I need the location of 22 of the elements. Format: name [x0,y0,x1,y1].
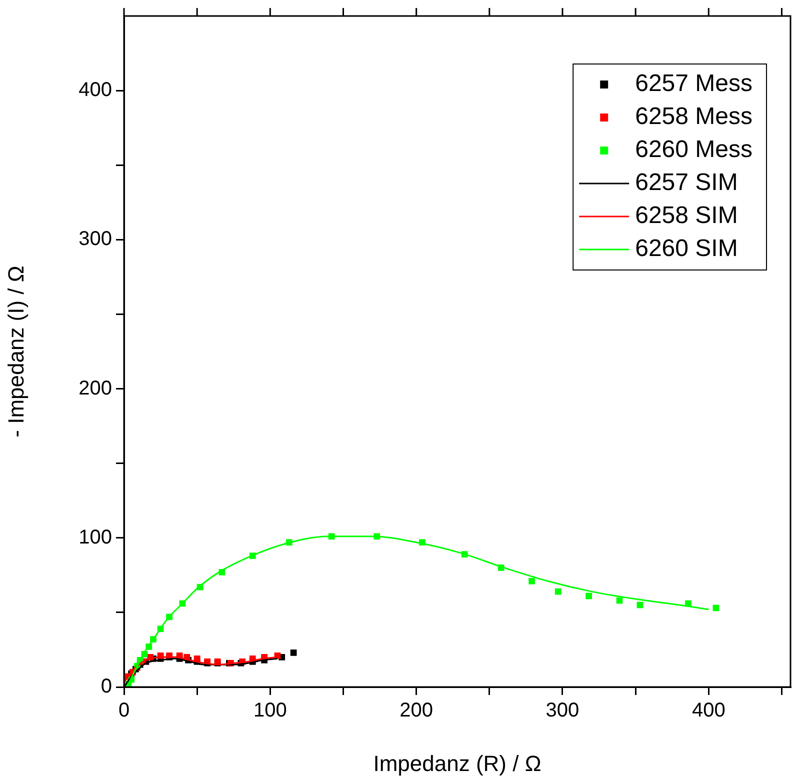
y-axis-title: - Impedanz (I) / Ω [3,266,28,438]
x-axis-title: Impedanz (R) / Ω [373,750,542,776]
y-tick-label: 100 [78,526,112,548]
x-tick-label: 300 [546,700,580,722]
point [528,578,535,584]
y-tick-label: 0 [100,676,112,698]
x-tick-label: 100 [253,700,287,722]
point [586,592,592,600]
point [290,650,297,656]
legend-label: 6258 Mess [635,103,753,130]
point [554,588,562,595]
y-tick-label: 400 [78,79,112,102]
x-tick-label: 400 [692,700,726,722]
x-tick-label: 0 [118,700,130,722]
legend-label: 6258 SIM [635,202,738,230]
legend-label: 6257 Mess [635,70,753,98]
legend-label: 6260 SIM [635,235,738,262]
legend-label: 6257 SIM [635,169,738,196]
legend-label: 6260 Mess [635,136,753,164]
y-tick-label: 300 [78,228,112,250]
y-tick-label: 200 [78,377,112,400]
x-tick-label: 200 [400,700,434,722]
